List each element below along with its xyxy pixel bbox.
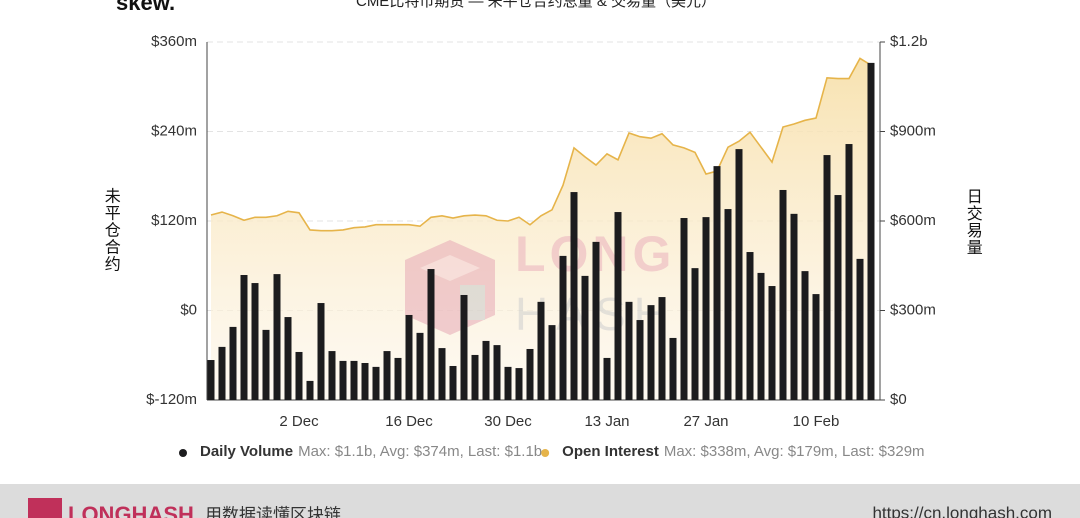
bar: [735, 149, 743, 400]
bar: [460, 294, 468, 400]
bar: [636, 320, 644, 400]
bar: [251, 283, 259, 400]
bar: [218, 346, 226, 400]
bar: [504, 366, 512, 400]
bar: [262, 329, 270, 400]
chart-title: CME比特币期货 — 未平仓合约总量 & 交易量（美元）: [356, 0, 716, 10]
legend-stats: Max: $1.1b, Avg: $374m, Last: $1.1b: [298, 443, 542, 460]
bar: [779, 189, 787, 400]
x-tick-label: 10 Feb: [793, 413, 840, 430]
y-tick-label: $360m: [151, 33, 197, 50]
bar: [801, 271, 809, 400]
y2-tick-label: $900m: [890, 122, 936, 139]
line: [210, 57, 872, 232]
bar: [284, 317, 292, 400]
bar: [812, 294, 820, 400]
bar: [548, 325, 556, 400]
bar: [361, 363, 369, 400]
watermark-icon: [405, 240, 495, 335]
bar: [515, 368, 523, 400]
bar: [834, 195, 842, 400]
bar: [680, 218, 688, 400]
bar: [229, 326, 237, 400]
y2-tick-label: $600m: [890, 212, 936, 229]
bar: [625, 301, 633, 400]
bar: [339, 360, 347, 400]
bar: [757, 272, 765, 400]
bar: [449, 365, 457, 400]
y2-axis-label: 日交易量: [964, 188, 983, 256]
bar: [526, 348, 534, 400]
bar: [614, 212, 622, 400]
bar: [493, 345, 501, 400]
bar: [669, 337, 677, 400]
bar: [240, 274, 248, 400]
bar: [207, 360, 215, 400]
bar: [823, 155, 831, 400]
bar: [713, 166, 721, 400]
bar: [790, 213, 798, 400]
y2-tick-label: $300m: [890, 301, 936, 318]
bar: [295, 351, 303, 400]
legend-stats: Max: $338m, Avg: $179m, Last: $329m: [664, 443, 925, 460]
bar: [471, 354, 479, 400]
bar: [724, 209, 732, 400]
y-tick-label: $240m: [151, 122, 197, 139]
bar: [416, 332, 424, 400]
bar: [845, 144, 853, 400]
x-tick-label: 16 Dec: [385, 413, 433, 430]
bar: [427, 269, 435, 400]
bar: [405, 314, 413, 400]
bar: [592, 241, 600, 400]
footer-slogan: 用数据读懂区块链: [205, 505, 341, 518]
bar: [273, 274, 281, 400]
footer-brand: LONGHASH: [68, 502, 194, 518]
bar: [581, 275, 589, 400]
legend-name[interactable]: Daily Volume: [200, 443, 293, 460]
bar: [306, 380, 314, 400]
y-axis-label: 未平仓合约: [102, 188, 121, 273]
bar: [603, 357, 611, 400]
x-tick-label: 27 Jan: [683, 413, 728, 430]
bar: [856, 258, 864, 400]
y2-tick-label: $1.2b: [890, 33, 928, 50]
footer-logo: [28, 498, 62, 518]
legend-marker: [179, 449, 187, 457]
y-tick-label: $-120m: [146, 391, 197, 408]
x-tick-label: 2 Dec: [279, 413, 319, 430]
bar: [482, 340, 490, 400]
bar: [372, 366, 380, 400]
bar: [559, 255, 567, 400]
logo: skew.: [116, 0, 175, 15]
bar: [570, 192, 578, 400]
bar: [746, 252, 754, 400]
bar: [537, 301, 545, 400]
bar: [438, 348, 446, 400]
bar: [867, 62, 875, 401]
y-tick-label: $0: [180, 301, 197, 318]
bar: [383, 351, 391, 400]
y2-tick-label: $0: [890, 391, 907, 408]
x-tick-label: 30 Dec: [484, 413, 532, 430]
bar: [658, 297, 666, 400]
bar: [317, 303, 325, 400]
bar: [691, 268, 699, 400]
y-tick-label: $120m: [151, 212, 197, 229]
bar: [702, 217, 710, 400]
footer-bar: [0, 484, 1080, 518]
legend-name[interactable]: Open Interest: [562, 443, 659, 460]
bar: [768, 286, 776, 400]
legend-marker: [541, 449, 550, 457]
bar: [328, 351, 336, 400]
x-tick-label: 13 Jan: [584, 413, 629, 430]
footer-url[interactable]: https://cn.longhash.com: [872, 503, 1052, 518]
bar: [647, 305, 655, 400]
bar: [350, 360, 358, 400]
bar: [394, 357, 402, 400]
